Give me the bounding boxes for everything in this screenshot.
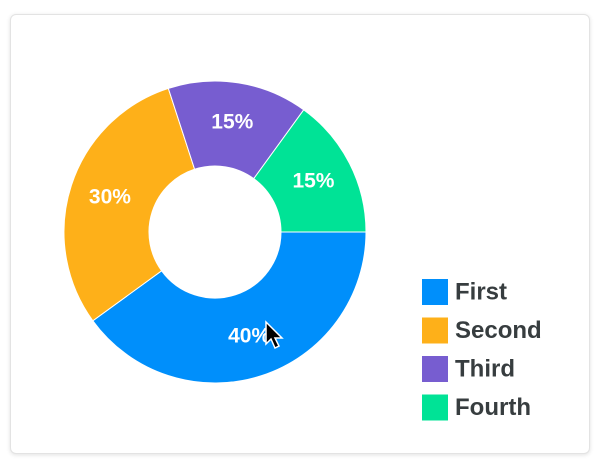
legend-marker[interactable]: [422, 356, 448, 382]
legend-marker[interactable]: [422, 394, 448, 421]
donut-slice: [92, 231, 367, 384]
legend-label[interactable]: Second: [455, 317, 542, 344]
legend-label[interactable]: First: [455, 278, 507, 305]
slice-label: 40%: [228, 325, 270, 348]
slice-label: 30%: [89, 185, 131, 208]
slice-label: 15%: [292, 169, 334, 192]
mouse-cursor: [265, 320, 284, 350]
legend-marker[interactable]: [422, 317, 448, 344]
slice-label: 15%: [211, 110, 253, 133]
donut-slice: [63, 87, 196, 322]
legend-label[interactable]: Fourth: [455, 394, 531, 421]
donut-slice: [253, 109, 367, 233]
legend-marker[interactable]: [422, 279, 448, 305]
legend-label[interactable]: Third: [455, 355, 515, 382]
